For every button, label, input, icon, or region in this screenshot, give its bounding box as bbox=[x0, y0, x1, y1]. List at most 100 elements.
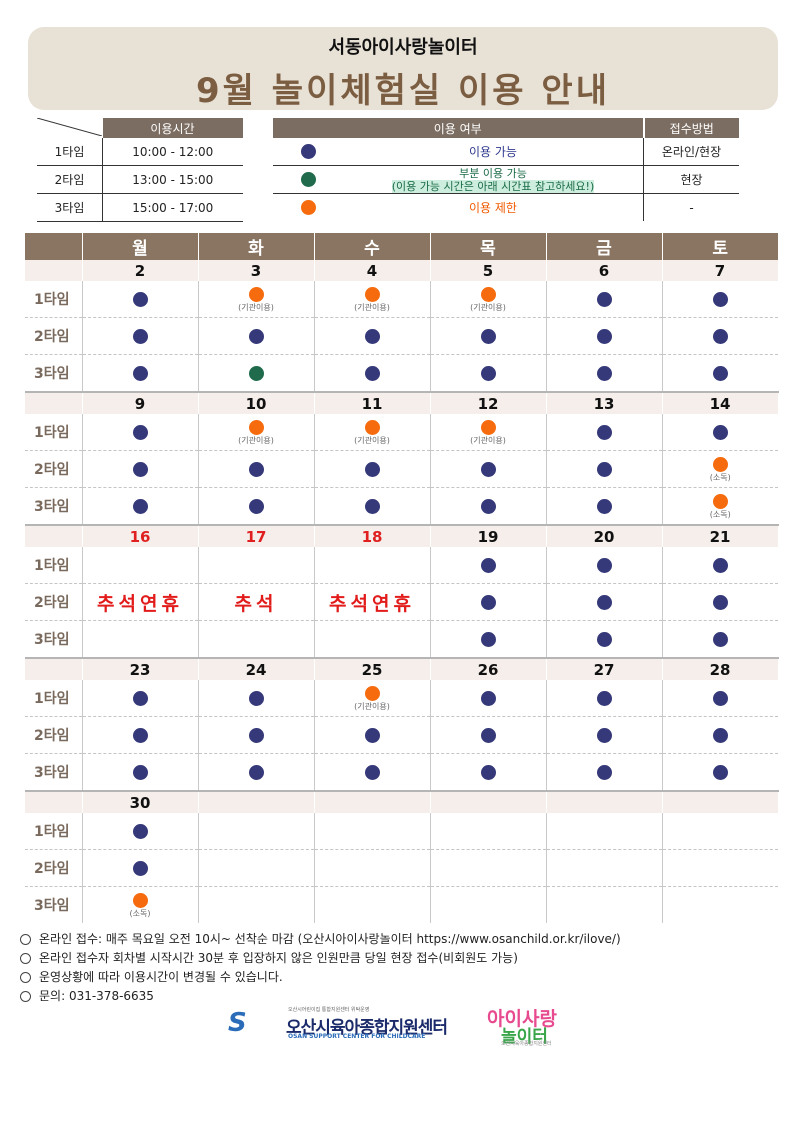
available-dot-icon bbox=[132, 764, 148, 780]
restricted-dot-icon bbox=[364, 419, 380, 435]
slot-note: (소독) bbox=[709, 509, 731, 519]
date-cell: 14 bbox=[662, 391, 779, 414]
available-dot-icon bbox=[596, 690, 612, 706]
slot-row: 2타임 추석연휴 추석 추석연휴 bbox=[25, 583, 778, 621]
slot-label: 2타임 bbox=[25, 317, 83, 355]
slot-cell bbox=[546, 414, 663, 451]
slot-cell bbox=[82, 450, 199, 488]
slot-cell bbox=[314, 487, 431, 525]
slot-cell: 추석 bbox=[198, 583, 315, 621]
page-title: 9월 놀이체험실 이용 안내 bbox=[196, 71, 610, 111]
available-dot-icon bbox=[480, 690, 496, 706]
status-available-text: 이용 가능 bbox=[343, 138, 644, 166]
date-cell bbox=[546, 790, 663, 813]
slot-cell bbox=[198, 450, 315, 488]
available-dot-icon bbox=[132, 328, 148, 344]
method-online-onsite: 온라인/현장 bbox=[643, 138, 739, 166]
slot-cell: (기관이용) bbox=[198, 281, 315, 318]
available-dot-icon bbox=[480, 365, 496, 381]
date-cell: 30 bbox=[82, 790, 199, 813]
calendar-table: 월 화 수 목 금 토 2 3 4 5 6 7 1타임 (기관이용) (기관이용) (기관이용) 2… bbox=[25, 233, 779, 923]
available-dot-icon bbox=[596, 557, 612, 573]
date-row: 16 17 18 19 20 21 bbox=[25, 524, 779, 547]
slot-cell bbox=[430, 487, 547, 525]
slot-cell bbox=[314, 317, 431, 355]
slot-row: 3타임 (소독) bbox=[25, 886, 778, 924]
slot-cell bbox=[82, 414, 199, 451]
slot-cell bbox=[198, 849, 315, 887]
available-dot-icon bbox=[248, 461, 264, 477]
available-dot-icon bbox=[364, 461, 380, 477]
slot-cell bbox=[314, 753, 431, 791]
day-header-sat: 토 bbox=[662, 233, 778, 260]
slot-row: 1타임 (기관이용) (기관이용) (기관이용) bbox=[25, 281, 778, 318]
slot-cell bbox=[198, 753, 315, 791]
slot-cell bbox=[82, 680, 199, 717]
slot-cell bbox=[314, 547, 431, 584]
slot-label: 1타임 bbox=[25, 281, 83, 318]
available-dot-icon bbox=[132, 365, 148, 381]
available-dot-icon bbox=[596, 365, 612, 381]
diagonal-line-icon bbox=[37, 118, 102, 136]
time-row-label: 2타임 bbox=[37, 165, 103, 194]
slot-cell bbox=[314, 886, 431, 923]
available-dot-icon bbox=[248, 328, 264, 344]
available-dot-icon bbox=[712, 328, 728, 344]
date-row: 30 bbox=[25, 790, 779, 813]
holiday-label: 추석연휴 bbox=[97, 592, 183, 615]
slot-cell bbox=[430, 886, 547, 923]
restricted-dot-icon bbox=[300, 200, 316, 215]
available-dot-icon bbox=[596, 291, 612, 307]
slot-cell bbox=[662, 355, 778, 393]
date-cell: 11 bbox=[314, 391, 431, 414]
slot-cell bbox=[314, 354, 431, 392]
slot-cell bbox=[546, 680, 663, 717]
date-cell: 23 bbox=[82, 657, 199, 680]
slot-cell bbox=[662, 680, 778, 717]
slot-label: 1타임 bbox=[25, 680, 83, 717]
available-dot-icon bbox=[480, 727, 496, 743]
slot-note: (기관이용) bbox=[354, 435, 390, 445]
slot-cell: 추석연휴 bbox=[82, 583, 199, 621]
slot-cell bbox=[662, 887, 778, 924]
date-cell: 28 bbox=[662, 657, 779, 680]
slot-cell bbox=[546, 583, 663, 621]
available-dot-icon bbox=[364, 764, 380, 780]
available-dot-icon bbox=[596, 594, 612, 610]
slot-cell bbox=[82, 281, 199, 318]
slot-cell bbox=[198, 317, 315, 355]
time-row-label: 1타임 bbox=[37, 138, 103, 166]
available-dot-icon bbox=[712, 365, 728, 381]
slot-cell bbox=[198, 813, 315, 850]
slot-cell bbox=[546, 354, 663, 392]
available-dot-icon bbox=[712, 594, 728, 610]
restricted-dot-icon bbox=[480, 419, 496, 435]
slot-cell bbox=[430, 547, 547, 584]
slot-row: 1타임 (기관이용) (기관이용) (기관이용) bbox=[25, 414, 778, 451]
slot-cell: (소독) bbox=[82, 886, 199, 923]
center-logo-mark-icon: S bbox=[228, 1008, 247, 1038]
slot-cell bbox=[82, 354, 199, 392]
date-cell: 5 bbox=[430, 260, 547, 281]
date-cell: 25 bbox=[314, 657, 431, 680]
available-dot-icon bbox=[480, 764, 496, 780]
slot-cell bbox=[430, 716, 547, 754]
date-cell: 26 bbox=[430, 657, 547, 680]
partial-dot-icon bbox=[300, 172, 316, 187]
info-notes: 온라인 접수: 매주 목요일 오전 10시~ 선착순 마감 (오산시아이사랑놀이… bbox=[20, 930, 621, 1006]
available-dot-icon bbox=[712, 424, 728, 440]
slot-cell: 추석연휴 bbox=[314, 583, 431, 621]
date-cell: 24 bbox=[198, 657, 315, 680]
available-dot-icon bbox=[248, 764, 264, 780]
method-none: - bbox=[689, 200, 694, 215]
slot-cell bbox=[546, 487, 663, 525]
slot-note: (기관이용) bbox=[354, 302, 390, 312]
date-cell: 10 bbox=[198, 391, 315, 414]
slot-label: 2타임 bbox=[25, 450, 83, 488]
slot-cell bbox=[430, 317, 547, 355]
slot-cell bbox=[314, 813, 431, 850]
slot-cell bbox=[662, 849, 778, 887]
available-dot-icon bbox=[712, 727, 728, 743]
method-header: 접수방법 bbox=[642, 118, 739, 138]
